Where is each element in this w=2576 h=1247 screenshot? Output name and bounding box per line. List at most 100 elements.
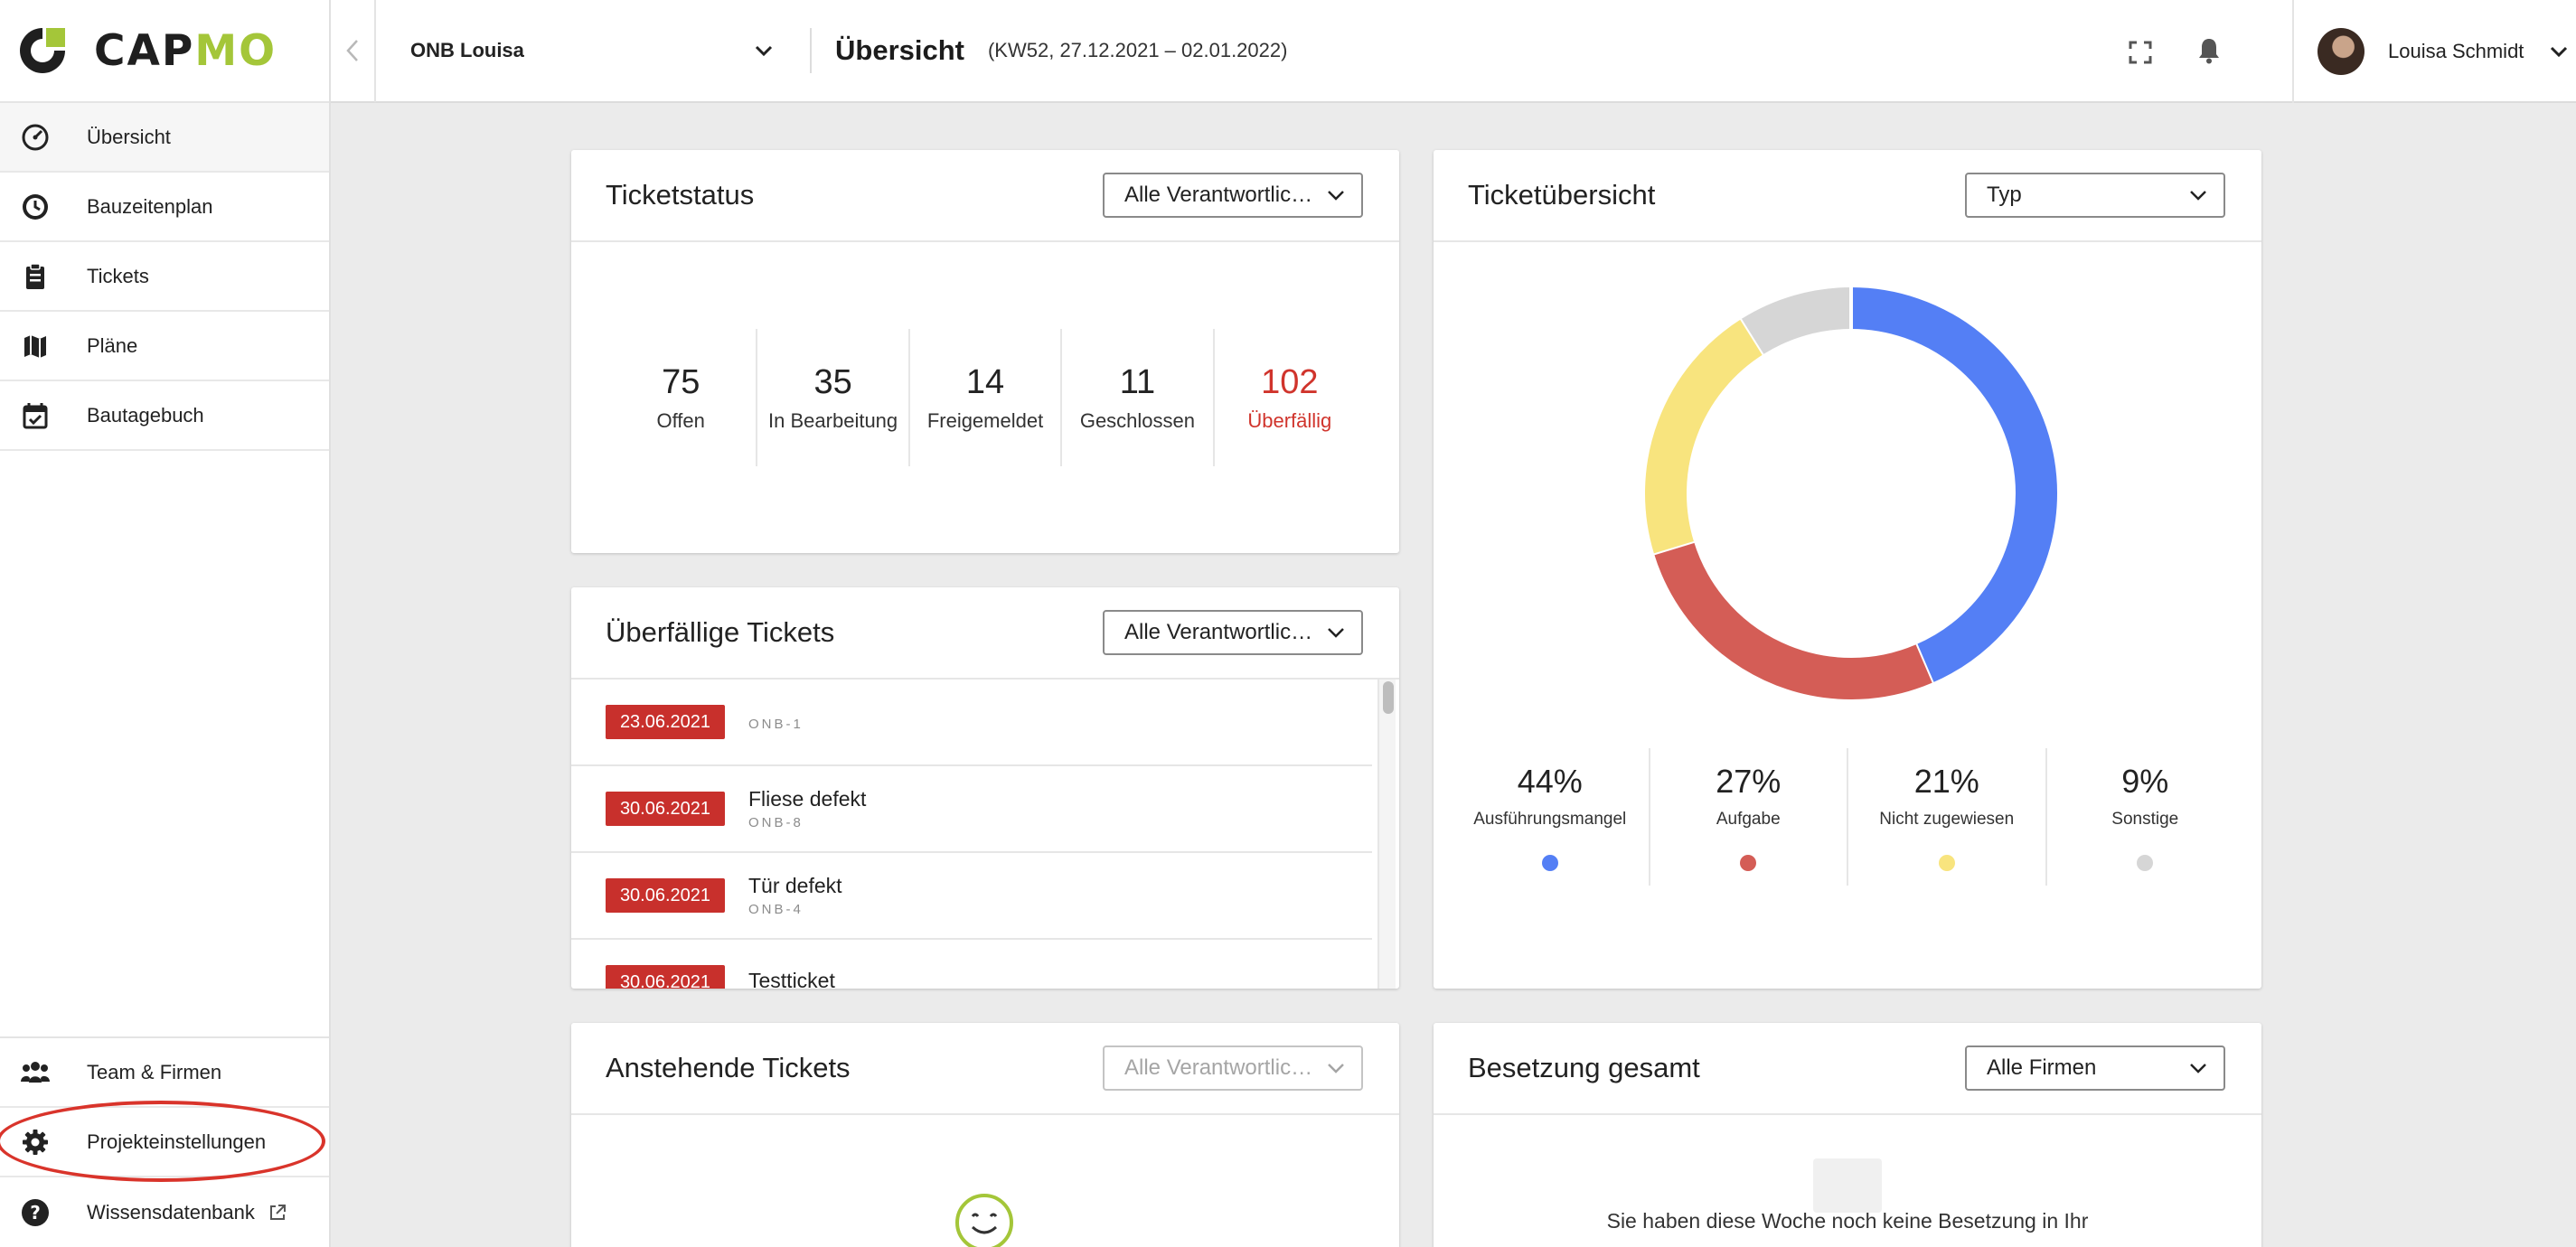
legend-label: Nicht zugewiesen xyxy=(1879,810,2015,829)
select-value: Alle Verantwortlichen xyxy=(1124,183,1323,207)
sidebar-item-label: Bauzeitenplan xyxy=(87,194,213,218)
sidebar-item-tickets[interactable]: Tickets xyxy=(0,242,329,312)
stat-value: 11 xyxy=(1119,362,1156,401)
company-filter-select[interactable]: Alle Firmen xyxy=(1965,1045,2225,1091)
legend-dot xyxy=(1541,855,1558,871)
select-value: Alle Firmen xyxy=(1987,1055,2097,1080)
list-item[interactable]: 23.06.2021 ONB-1 xyxy=(571,680,1372,766)
chevron-down-icon xyxy=(2190,191,2206,201)
card-title: Ticketübersicht xyxy=(1468,179,1656,211)
donut-segment-2[interactable] xyxy=(1645,318,1764,554)
external-link-icon xyxy=(268,1203,287,1223)
ticket-id: ONB-1 xyxy=(748,716,804,732)
sidebar-bottom: Team & Firmen Projekteinstellungen ? Wis… xyxy=(0,1036,329,1247)
stat-value: 102 xyxy=(1261,362,1319,401)
overdue-ticket-list[interactable]: 23.06.2021 ONB-1 30.06.2021 Fliese defek… xyxy=(571,680,1399,989)
legend-value: 21% xyxy=(1913,763,1979,800)
legend-label: Sonstige xyxy=(2111,810,2179,829)
svg-text:?: ? xyxy=(30,1202,41,1224)
sidebar-item-label: Bautagebuch xyxy=(87,403,204,427)
card-title: Ticketstatus xyxy=(606,179,755,211)
list-item[interactable]: 30.06.2021 Testticket xyxy=(571,940,1372,989)
map-icon xyxy=(18,329,52,363)
stat-label: Freigemeldet xyxy=(926,408,1044,432)
stat-freigemeldet[interactable]: 14 Freigemeldet xyxy=(910,329,1063,466)
fullscreen-icon xyxy=(2129,41,2152,64)
sidebar-item-wissensdatenbank[interactable]: ? Wissensdatenbank xyxy=(0,1177,329,1247)
legend-label: Aufgabe xyxy=(1716,810,1781,829)
ticket-title: Fliese defekt xyxy=(748,787,867,811)
due-date-badge: 30.06.2021 xyxy=(606,792,725,826)
notifications-button[interactable] xyxy=(2191,33,2227,69)
legend-item[interactable]: 21% Nicht zugewiesen xyxy=(1848,748,2047,886)
select-value: Alle Verantwortlichen xyxy=(1124,620,1323,644)
sidebar-item-plaene[interactable]: Pläne xyxy=(0,312,329,381)
list-item[interactable]: 30.06.2021 Fliese defekt ONB-8 xyxy=(571,766,1372,853)
legend-item[interactable]: 9% Sonstige xyxy=(2047,748,2244,886)
stat-value: 75 xyxy=(662,362,700,401)
bell-icon xyxy=(2199,39,2219,64)
legend-dot xyxy=(1938,855,1955,871)
project-selector[interactable]: ONB Louisa xyxy=(376,0,810,102)
sidebar-item-bauzeitenplan[interactable]: Bauzeitenplan xyxy=(0,173,329,242)
legend-item[interactable]: 27% Aufgabe xyxy=(1650,748,1848,886)
speedometer-icon xyxy=(18,120,52,155)
sidebar-item-bautagebuch[interactable]: Bautagebuch xyxy=(0,381,329,451)
stat-value: 14 xyxy=(965,362,1005,401)
sidebar-item-label: Team & Firmen xyxy=(87,1060,222,1083)
legend-value: 27% xyxy=(1716,763,1782,800)
sidebar-item-label: Übersicht xyxy=(87,125,171,148)
donut-segment-0[interactable] xyxy=(1850,287,2057,683)
user-menu[interactable]: Louisa Schmidt xyxy=(2292,0,2576,103)
clock-icon xyxy=(18,190,52,224)
legend-item[interactable]: 44% Ausführungsmangel xyxy=(1452,748,1650,886)
stat-ueberfaellig[interactable]: 102 Überfällig xyxy=(1215,329,1365,466)
collapse-sidebar-button[interactable] xyxy=(331,0,376,102)
ticket-id: ONB-8 xyxy=(748,815,804,830)
sidebar-item-uebersicht[interactable]: Übersicht xyxy=(0,103,329,173)
list-item[interactable]: 30.06.2021 Tür defekt ONB-4 xyxy=(571,853,1372,940)
user-name: Louisa Schmidt xyxy=(2388,40,2524,62)
responsible-filter-select[interactable]: Alle Verantwortlichen xyxy=(1103,610,1363,655)
stat-label: Geschlossen xyxy=(1079,408,1196,432)
empty-state-text: Sie haben diese Woche noch keine Besetzu… xyxy=(1606,1209,2089,1233)
sidebar-item-team-firmen[interactable]: Team & Firmen xyxy=(0,1038,329,1108)
chevron-down-icon xyxy=(1328,191,1344,201)
chevron-down-icon xyxy=(1328,628,1344,638)
stat-label: Überfällig xyxy=(1247,408,1332,432)
top-header: ONB Louisa Übersicht (KW52, 27.12.2021 –… xyxy=(331,0,2576,103)
upcoming-tickets-card: Anstehende Tickets Alle Verantwortlichen xyxy=(571,1023,1399,1247)
responsible-filter-select[interactable]: Alle Verantwortlichen xyxy=(1103,173,1363,218)
fullscreen-button[interactable] xyxy=(2122,34,2158,70)
smiley-icon xyxy=(954,1193,1014,1247)
chevron-down-icon xyxy=(2190,1064,2206,1074)
stat-offen[interactable]: 75 Offen xyxy=(606,329,758,466)
capmo-logo-icon xyxy=(16,24,69,77)
project-name: ONB Louisa xyxy=(410,39,524,61)
week-range: (KW52, 27.12.2021 – 02.01.2022) xyxy=(987,39,1288,61)
chart-legend: 44% Ausführungsmangel 27% Aufgabe 21% Nicht… xyxy=(1434,748,2261,886)
ticket-title: Tür defekt xyxy=(748,874,842,897)
card-title: Überfällige Tickets xyxy=(606,616,835,648)
responsible-filter-select[interactable]: Alle Verantwortlichen xyxy=(1103,1045,1363,1091)
type-filter-select[interactable]: Typ xyxy=(1965,173,2225,218)
scrollbar[interactable] xyxy=(1377,680,1396,989)
donut-segment-1[interactable] xyxy=(1653,540,1932,699)
people-icon xyxy=(18,1055,52,1090)
chevron-down-icon xyxy=(2551,46,2568,58)
scrollbar-thumb[interactable] xyxy=(1383,681,1394,714)
card-header: Überfällige Tickets Alle Verantwortliche… xyxy=(571,587,1399,680)
logo-text: CAPMO xyxy=(94,25,277,76)
donut-segment-3[interactable] xyxy=(1741,287,1852,355)
sidebar-item-projekteinstellungen[interactable]: Projekteinstellungen xyxy=(0,1108,329,1177)
header-divider xyxy=(810,28,812,73)
calendar-check-icon xyxy=(18,398,52,433)
capmo-logo[interactable]: CAPMO xyxy=(0,0,329,103)
card-header: Ticketstatus Alle Verantwortlichen xyxy=(571,150,1399,242)
stat-geschlossen[interactable]: 11 Geschlossen xyxy=(1062,329,1215,466)
stat-in-bearbeitung[interactable]: 35 In Bearbeitung xyxy=(757,329,910,466)
donut-svg xyxy=(1645,286,2057,699)
gear-icon xyxy=(18,1125,52,1159)
donut-separator xyxy=(1652,539,1696,556)
card-header: Anstehende Tickets Alle Verantwortlichen xyxy=(571,1023,1399,1115)
